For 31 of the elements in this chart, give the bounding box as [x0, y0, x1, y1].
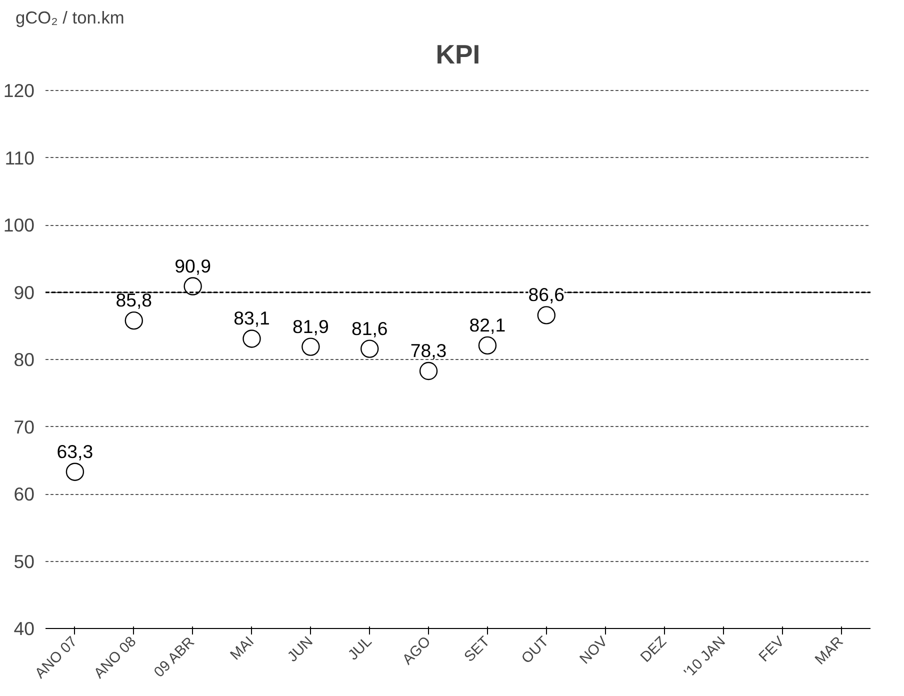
- y-tick-label: 110: [4, 147, 35, 168]
- y-tick-label: 50: [14, 550, 35, 572]
- data-label: 78,3: [410, 340, 447, 361]
- chart-title: KPI: [436, 40, 480, 70]
- x-tick-label: MAI: [228, 634, 258, 664]
- data-label: 82,1: [469, 314, 506, 336]
- y-tick-label: 60: [14, 484, 35, 505]
- y-tick-label: 120: [3, 80, 35, 102]
- point: [184, 277, 202, 296]
- data-label: 81,9: [292, 316, 329, 337]
- data-label: 86,6: [528, 284, 565, 306]
- data-label: 81,6: [351, 318, 388, 339]
- point: [360, 340, 379, 358]
- x-tick-label: JUL: [346, 634, 376, 664]
- point: [242, 330, 261, 348]
- y-tick-label: 40: [14, 618, 35, 639]
- y-tick-label: 100: [3, 214, 35, 236]
- point: [537, 306, 556, 324]
- y-tick-label: 80: [14, 349, 35, 370]
- y-tick-label: 90: [14, 282, 35, 303]
- data-label: 85,8: [116, 290, 152, 311]
- y-axis-title: gCO₂ / ton.km: [16, 8, 124, 28]
- point: [478, 336, 497, 355]
- data-label: 83,1: [234, 308, 270, 329]
- data-label: 90,9: [174, 255, 211, 276]
- point: [66, 462, 84, 481]
- point: [302, 338, 320, 356]
- data-label: 63,3: [56, 440, 94, 462]
- y-tick-label: 70: [14, 416, 35, 438]
- point: [124, 311, 143, 330]
- point: [419, 362, 438, 380]
